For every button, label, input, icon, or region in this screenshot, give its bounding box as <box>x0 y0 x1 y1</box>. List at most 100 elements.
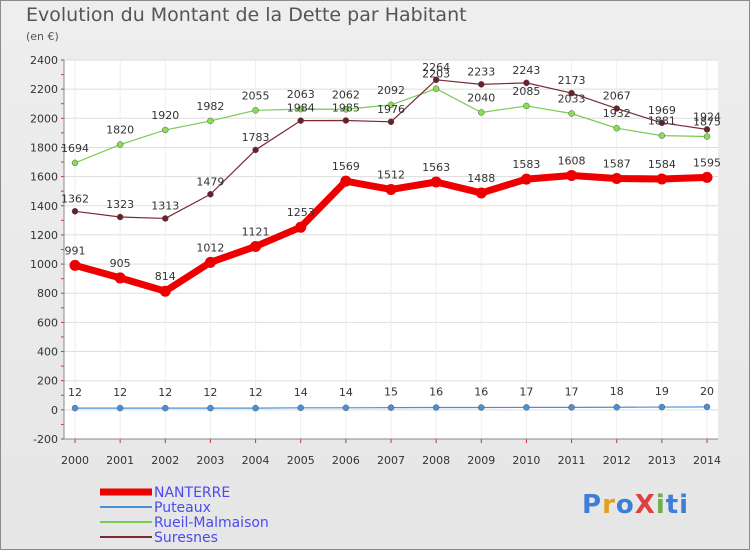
data-point <box>611 173 623 185</box>
data-label: 1253 <box>287 206 315 219</box>
y-tick-label: 1400 <box>30 200 58 213</box>
data-label: 2063 <box>287 88 315 101</box>
y-tick-label: 1600 <box>30 171 58 184</box>
y-tick-label: 0 <box>51 404 58 417</box>
data-point <box>162 404 169 412</box>
data-label: 2243 <box>512 64 540 77</box>
data-label: 1121 <box>242 225 270 238</box>
data-point <box>162 215 169 222</box>
data-label: 1924 <box>693 110 721 123</box>
data-label: 1587 <box>603 158 631 171</box>
data-label: 2085 <box>512 85 540 98</box>
data-point <box>252 404 259 412</box>
data-point <box>71 159 79 167</box>
chart-title: Evolution du Montant de la Dette par Hab… <box>26 4 467 26</box>
data-label: 1512 <box>377 168 405 181</box>
data-label: 19 <box>655 385 669 398</box>
data-label: 12 <box>68 386 82 399</box>
x-tick-label: 2003 <box>196 454 224 467</box>
x-tick-label: 2001 <box>106 454 134 467</box>
x-tick-label: 2009 <box>467 454 495 467</box>
data-label: 1985 <box>332 101 360 114</box>
data-label: 2233 <box>467 65 495 78</box>
y-tick-label: -200 <box>33 433 58 446</box>
data-label: 1694 <box>61 142 89 155</box>
data-point <box>701 171 713 183</box>
data-point <box>613 105 620 112</box>
y-tick-label: 1800 <box>30 141 58 154</box>
x-tick-label: 2012 <box>603 454 631 467</box>
data-point <box>297 404 304 412</box>
data-label: 16 <box>474 386 488 399</box>
data-label: 1563 <box>422 161 450 174</box>
data-point <box>703 133 711 140</box>
data-label: 1595 <box>693 156 721 169</box>
data-point <box>387 404 395 411</box>
data-label: 1820 <box>106 124 134 137</box>
data-point <box>385 183 397 195</box>
data-point <box>387 118 395 126</box>
data-point <box>116 141 124 148</box>
data-label: 1920 <box>151 109 179 122</box>
data-label: 2033 <box>558 92 586 105</box>
y-tick-label: 2000 <box>30 112 58 125</box>
x-tick-label: 2010 <box>512 454 540 467</box>
y-tick-label: 200 <box>37 375 58 388</box>
data-point <box>297 105 304 113</box>
data-point <box>568 110 575 117</box>
data-point <box>207 404 214 412</box>
data-point <box>162 126 169 134</box>
data-point <box>295 221 307 233</box>
data-point <box>613 403 620 411</box>
data-label: 2173 <box>558 74 586 87</box>
y-tick-label: 1200 <box>30 229 58 242</box>
data-label: 16 <box>429 386 443 399</box>
data-point <box>342 117 350 124</box>
data-label: 2203 <box>422 68 450 81</box>
y-tick-label: 800 <box>37 287 58 300</box>
x-tick-label: 2008 <box>422 454 450 467</box>
data-point <box>116 404 124 412</box>
data-point <box>478 81 485 88</box>
data-point <box>204 256 216 268</box>
data-label: 20 <box>700 385 714 398</box>
data-point <box>159 285 171 297</box>
data-point <box>69 259 81 271</box>
data-point <box>340 175 352 187</box>
data-point <box>71 208 79 215</box>
data-point <box>430 176 442 188</box>
data-label: 1783 <box>242 131 270 144</box>
data-label: 1608 <box>558 154 586 167</box>
data-point <box>523 102 530 110</box>
data-label: 1569 <box>332 160 360 173</box>
data-label: 17 <box>519 385 533 398</box>
data-point <box>703 126 711 133</box>
data-point <box>387 101 395 109</box>
data-point <box>478 109 485 116</box>
data-point <box>703 403 711 411</box>
data-point <box>114 272 126 284</box>
data-point <box>297 117 304 124</box>
data-point <box>658 403 666 411</box>
x-tick-label: 2007 <box>377 454 405 467</box>
data-point <box>520 173 532 185</box>
x-tick-label: 2014 <box>693 454 721 467</box>
legend-label: Puteaux <box>154 500 211 516</box>
data-point <box>342 106 350 113</box>
data-label: 1488 <box>467 172 495 185</box>
data-label: 991 <box>65 244 86 257</box>
x-tick-label: 2000 <box>61 454 89 467</box>
data-label: 814 <box>155 270 176 283</box>
data-label: 1875 <box>693 116 721 129</box>
data-label: 1584 <box>648 158 676 171</box>
data-point <box>432 404 440 411</box>
data-point <box>658 119 666 127</box>
data-label: 12 <box>113 386 127 399</box>
data-point <box>478 404 485 411</box>
data-label: 1984 <box>287 102 315 115</box>
y-tick-label: 600 <box>37 316 58 329</box>
data-point <box>252 107 259 114</box>
data-point <box>207 117 214 125</box>
data-label: 18 <box>610 385 624 398</box>
